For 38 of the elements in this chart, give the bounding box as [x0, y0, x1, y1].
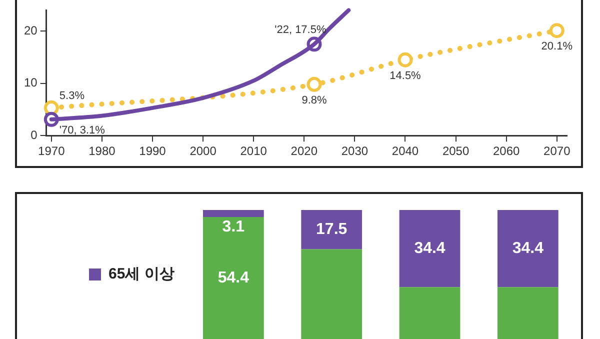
- x-tick-label: 2070: [544, 144, 571, 158]
- point: [306, 76, 322, 92]
- data-label: 34.4: [512, 240, 544, 257]
- data-label: 54.4: [218, 269, 250, 286]
- bar: [203, 216, 264, 339]
- bar: [203, 210, 264, 217]
- data-label: 20.1%: [541, 40, 573, 53]
- data-label: 14.5%: [390, 70, 422, 82]
- y-tick-label: 20: [24, 23, 38, 38]
- bar: [497, 287, 558, 339]
- bar: [301, 249, 362, 339]
- point: [549, 23, 564, 38]
- x-tick-label: 2010: [240, 144, 268, 158]
- bar: [497, 210, 558, 288]
- x-tick-label: 2030: [341, 144, 368, 158]
- x-tick-label: 2000: [190, 144, 217, 158]
- data-label: 9.8%: [302, 94, 328, 106]
- x-tick-label: 1990: [139, 144, 166, 158]
- x-tick-label: 2050: [442, 144, 470, 158]
- bar: [399, 287, 460, 339]
- x-tick-label: 2020: [290, 144, 318, 158]
- legend-label: 65세 이상: [108, 266, 174, 283]
- bar: [301, 210, 362, 250]
- y-tick-label: 10: [24, 76, 38, 90]
- data-label: 3.1: [222, 218, 245, 236]
- x-tick-label: 2040: [392, 144, 419, 158]
- x-tick-label: 1970: [38, 144, 66, 158]
- bar: [399, 210, 460, 288]
- data-label: 34.4: [414, 240, 446, 257]
- data-label: '70, 3.1%: [59, 124, 106, 136]
- data-label: 5.3%: [59, 90, 85, 102]
- x-tick-label: 1980: [88, 144, 116, 158]
- point: [398, 52, 413, 68]
- point: [44, 100, 59, 116]
- data-label: '22, 17.5%: [274, 24, 326, 36]
- y-tick-label: 0: [30, 128, 38, 142]
- data-label: 17.5: [316, 221, 348, 238]
- x-tick-label: 2060: [492, 144, 520, 158]
